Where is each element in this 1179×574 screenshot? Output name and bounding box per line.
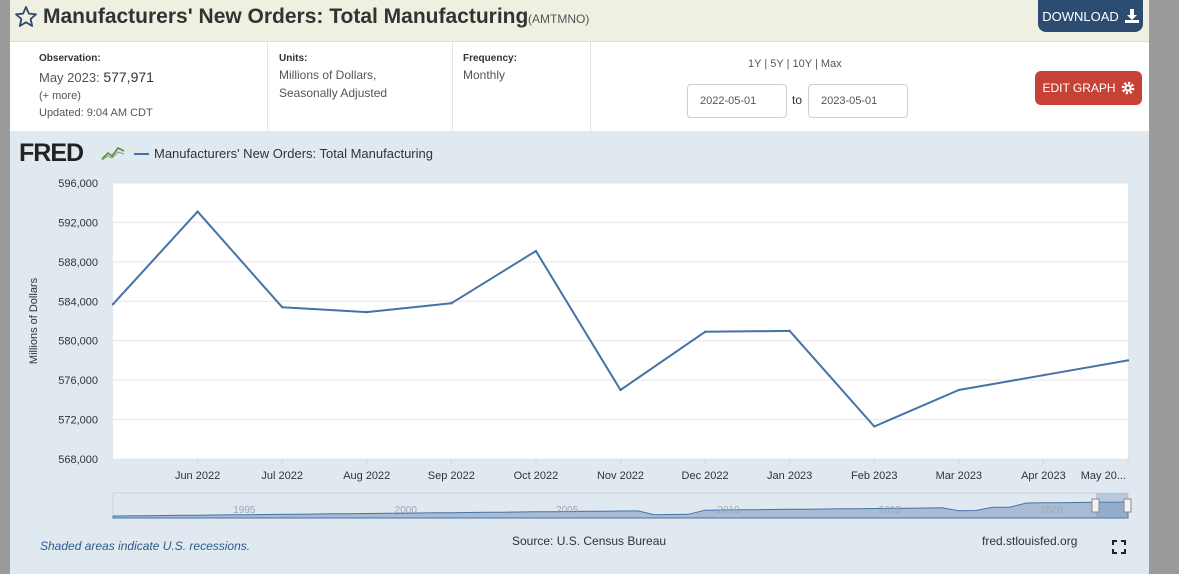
data-point[interactable] (365, 310, 368, 314)
units-line1: Millions of Dollars, (279, 68, 377, 82)
x-tick-label: Sep 2022 (428, 470, 475, 482)
x-tick-label: Mar 2023 (936, 470, 982, 482)
observation-line: May 2023: 577,971 (39, 68, 154, 87)
x-tick-label: Apr 2023 (1021, 470, 1066, 482)
range-10y-link[interactable]: 10Y (792, 58, 812, 70)
download-label: DOWNLOAD (1042, 8, 1119, 24)
data-point[interactable] (619, 388, 622, 392)
y-tick-label: 592,000 (58, 217, 98, 229)
data-point[interactable] (534, 249, 538, 253)
x-tick-label: Jan 2023 (767, 470, 812, 482)
frequency-panel: Frequency: Monthly (453, 42, 591, 131)
data-point[interactable] (1126, 359, 1130, 362)
download-icon (1124, 9, 1139, 23)
graph-page: Manufacturers' New Orders: Total Manufac… (10, 0, 1149, 574)
observation-value: 577,971 (103, 69, 154, 85)
observation-period: May 2023: (39, 70, 100, 85)
data-point[interactable] (873, 425, 876, 428)
navigator-year-label: 1995 (233, 505, 256, 516)
units-line2: Seasonally Adjusted (279, 86, 388, 100)
graph-panel: FRED Manufacturers' New Orders: Total Ma… (10, 131, 1149, 574)
navigator-year-label: 2000 (395, 505, 418, 516)
range-5y-link[interactable]: 5Y (770, 58, 784, 70)
x-tick-label: Feb 2023 (851, 470, 897, 482)
data-point[interactable] (788, 329, 791, 333)
range-separator: | (814, 58, 818, 70)
range-max-link[interactable]: Max (820, 58, 842, 70)
range-separator: | (786, 58, 790, 70)
frequency-value: Monthly (463, 68, 506, 82)
navigator-selection[interactable] (1096, 493, 1128, 518)
line-chart[interactable]: 568,000 572,000 576,000 580,000 584,000 588,0… (10, 131, 1149, 531)
x-tick-label: Aug 2022 (343, 470, 390, 482)
recession-note: Shaded areas indicate U.S. recessions. (40, 539, 251, 553)
date-to-label: to (792, 93, 803, 107)
fred-site-link[interactable]: fred.stlouisfed.org (982, 534, 1078, 548)
units-label: Units: (279, 53, 308, 64)
more-observations-link[interactable]: (+ more) (39, 90, 81, 102)
legend-label: Manufacturers' New Orders: Total Manufac… (154, 146, 433, 161)
y-tick-label: 588,000 (58, 257, 98, 269)
navigator-left-handle[interactable] (1091, 498, 1100, 513)
data-point[interactable] (280, 306, 284, 309)
plot-area (113, 183, 1128, 459)
edit-graph-button[interactable]: EDIT GRAPH (1035, 71, 1142, 105)
units-panel: Units: Millions of Dollars, Seasonally A… (268, 42, 453, 131)
navigator-year-label: 2015 (879, 505, 902, 516)
x-tick-label: Dec 2022 (682, 470, 729, 482)
legend-swatch (134, 153, 149, 155)
source-text: Source: U.S. Census Bureau (512, 534, 667, 548)
star-icon[interactable] (14, 5, 38, 29)
series-code: (AMTMNO) (528, 12, 590, 26)
data-point[interactable] (111, 303, 115, 306)
updated-time: Updated: 9:04 AM CDT (39, 107, 153, 119)
observation-panel: Observation: May 2023: 577,971 (+ more) … (10, 42, 268, 131)
navigator-year-label: 2010 (717, 505, 740, 516)
data-point[interactable] (450, 302, 453, 305)
data-point[interactable] (1042, 374, 1045, 377)
x-tick-label: Nov 2022 (597, 470, 644, 482)
navigator-year-label: 2020 (1040, 505, 1063, 516)
start-date-input[interactable]: 2022-05-01 (687, 84, 787, 118)
frequency-label: Frequency: (463, 53, 517, 64)
x-tick-label: May 20... (1081, 470, 1126, 482)
edit-graph-label: EDIT GRAPH (1042, 81, 1116, 95)
series-header: Manufacturers' New Orders: Total Manufac… (10, 0, 1149, 42)
y-tick-label: 576,000 (58, 375, 98, 387)
fred-logo: FRED (19, 139, 84, 167)
navigator-right-handle[interactable] (1123, 498, 1132, 513)
fred-logo-chart-icon (101, 146, 125, 161)
x-tick-label: Jun 2022 (175, 470, 220, 482)
gear-icon (1121, 81, 1134, 95)
x-tick-label: Jul 2022 (261, 470, 303, 482)
y-axis-label: Millions of Dollars (28, 277, 40, 364)
navigator-series-area (112, 501, 1129, 519)
y-tick-label: 584,000 (58, 296, 98, 308)
observation-label: Observation: (39, 53, 101, 64)
navigator-year-label: 2005 (556, 505, 579, 516)
y-tick-label: 568,000 (58, 454, 98, 466)
y-tick-label: 596,000 (58, 178, 98, 190)
y-tick-label: 580,000 (58, 336, 98, 348)
range-1y-link[interactable]: 1Y (748, 58, 762, 70)
fullscreen-icon[interactable] (1112, 540, 1126, 554)
range-separator: | (764, 58, 768, 70)
data-point[interactable] (196, 210, 199, 213)
download-button[interactable]: DOWNLOAD (1038, 0, 1143, 32)
series-meta: Observation: May 2023: 577,971 (+ more) … (10, 42, 1149, 131)
date-range-shortcuts: 1Y | 5Y | 10Y | Max (748, 58, 842, 70)
end-date-input[interactable]: 2023-05-01 (808, 84, 908, 118)
data-point[interactable] (703, 330, 707, 334)
y-tick-label: 572,000 (58, 415, 98, 427)
series-title: Manufacturers' New Orders: Total Manufac… (43, 5, 529, 28)
data-point[interactable] (957, 388, 961, 392)
x-tick-label: Oct 2022 (514, 470, 559, 482)
